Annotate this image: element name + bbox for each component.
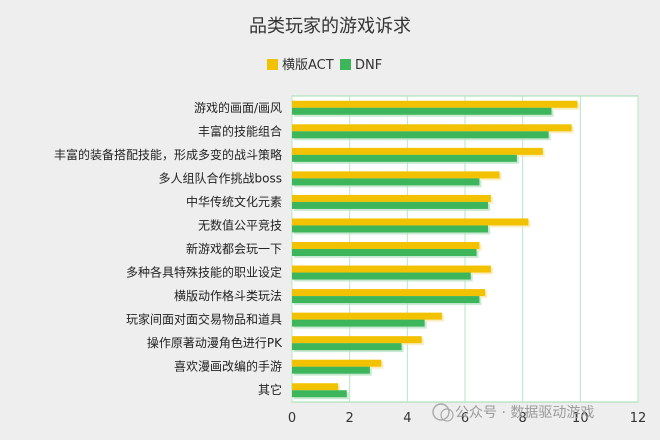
legend-label-2: DNF [355, 58, 382, 73]
wechat-icon-inner [440, 408, 454, 422]
x-tick-2: 2 [346, 411, 354, 426]
bar-act-5 [292, 194, 491, 202]
bar-act-4 [292, 171, 500, 179]
legend-label-1: 横版ACT [282, 58, 334, 73]
x-tick-10: 10 [572, 411, 589, 426]
legend-swatch-1 [267, 59, 278, 70]
bar-dnf-4 [292, 178, 480, 186]
bar-act-9 [292, 289, 486, 297]
bar-dnf-1 [292, 107, 552, 115]
category-label-7: 新游戏都会玩一下 [186, 241, 282, 256]
category-label-11: 操作原著动漫角色进行PK [147, 335, 283, 350]
x-tick-12: 12 [630, 411, 647, 426]
bar-dnf-13 [292, 390, 347, 398]
bar-dnf-10 [292, 319, 425, 327]
category-labels: 游戏的画面/画风丰富的技能组合丰富的装备搭配技能，形成多变的战斗策略多人组队合作… [54, 100, 283, 397]
bar-dnf-11 [292, 343, 402, 351]
bar-dnf-3 [292, 154, 517, 162]
bar-dnf-5 [292, 201, 489, 209]
category-label-13: 其它 [258, 382, 282, 397]
category-label-2: 丰富的技能组合 [198, 123, 282, 138]
bar-act-1 [292, 100, 578, 108]
bar-dnf-2 [292, 131, 549, 139]
bars [292, 100, 580, 400]
bar-act-7 [292, 242, 480, 249]
legend: 横版ACT DNF [267, 58, 382, 73]
x-tick-6: 6 [461, 411, 469, 426]
bar-act-6 [292, 218, 529, 226]
bar-act-2 [292, 124, 572, 132]
category-label-10: 玩家间面对面交易物品和道具 [126, 312, 282, 327]
x-tick-labels: 0 2 4 6 8 10 12 [288, 411, 646, 426]
x-tick-0: 0 [288, 411, 296, 426]
bar-act-8 [292, 265, 491, 273]
category-label-1: 游戏的画面/画风 [194, 100, 282, 115]
x-tick-4: 4 [403, 411, 411, 426]
legend-swatch-2 [340, 59, 351, 70]
category-label-5: 中华传统文化元素 [186, 194, 282, 209]
watermark: 公众号 · 数据驱动游戏 [432, 403, 594, 422]
wechat-icon [432, 403, 450, 421]
x-tick-8: 8 [519, 411, 527, 426]
category-label-3: 丰富的装备搭配技能，形成多变的战斗策略 [54, 147, 282, 162]
category-label-6: 无数值公平竞技 [198, 217, 282, 232]
bar-act-11 [292, 336, 422, 344]
chart-title: 品类玩家的游戏诉求 [249, 16, 411, 37]
bar-act-10 [292, 312, 442, 320]
bar-dnf-9 [292, 296, 480, 304]
category-label-12: 喜欢漫画改编的手游 [174, 359, 282, 374]
category-label-4: 多人组队合作挑战boss [159, 170, 282, 185]
bar-act-3 [292, 147, 543, 155]
bar-dnf-12 [292, 366, 370, 374]
bar-dnf-6 [292, 225, 489, 233]
watermark-text: 公众号 · 数据驱动游戏 [455, 405, 594, 421]
bar-dnf-7 [292, 249, 477, 256]
bar-act-13 [292, 383, 339, 391]
bar-dnf-8 [292, 272, 471, 280]
category-label-9: 横版动作格斗类玩法 [174, 288, 282, 303]
bar-act-12 [292, 359, 382, 367]
category-label-8: 多种各具特殊技能的职业设定 [126, 265, 282, 280]
